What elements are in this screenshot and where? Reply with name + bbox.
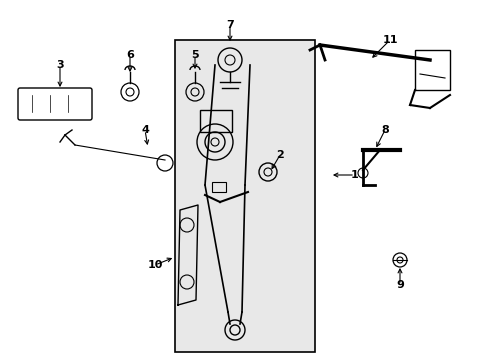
Text: 3: 3: [56, 60, 63, 70]
Text: 7: 7: [225, 20, 233, 30]
Text: 9: 9: [395, 280, 403, 290]
Text: 2: 2: [276, 150, 284, 160]
Bar: [200, 110, 231, 132]
Bar: [175, 40, 314, 352]
Bar: [414, 50, 449, 90]
Text: 8: 8: [380, 125, 388, 135]
Text: 10: 10: [147, 260, 163, 270]
Text: 5: 5: [191, 50, 199, 60]
Bar: [212, 182, 225, 192]
Text: 4: 4: [141, 125, 149, 135]
Text: 1: 1: [350, 170, 358, 180]
Text: 11: 11: [382, 35, 397, 45]
Text: 6: 6: [126, 50, 134, 60]
